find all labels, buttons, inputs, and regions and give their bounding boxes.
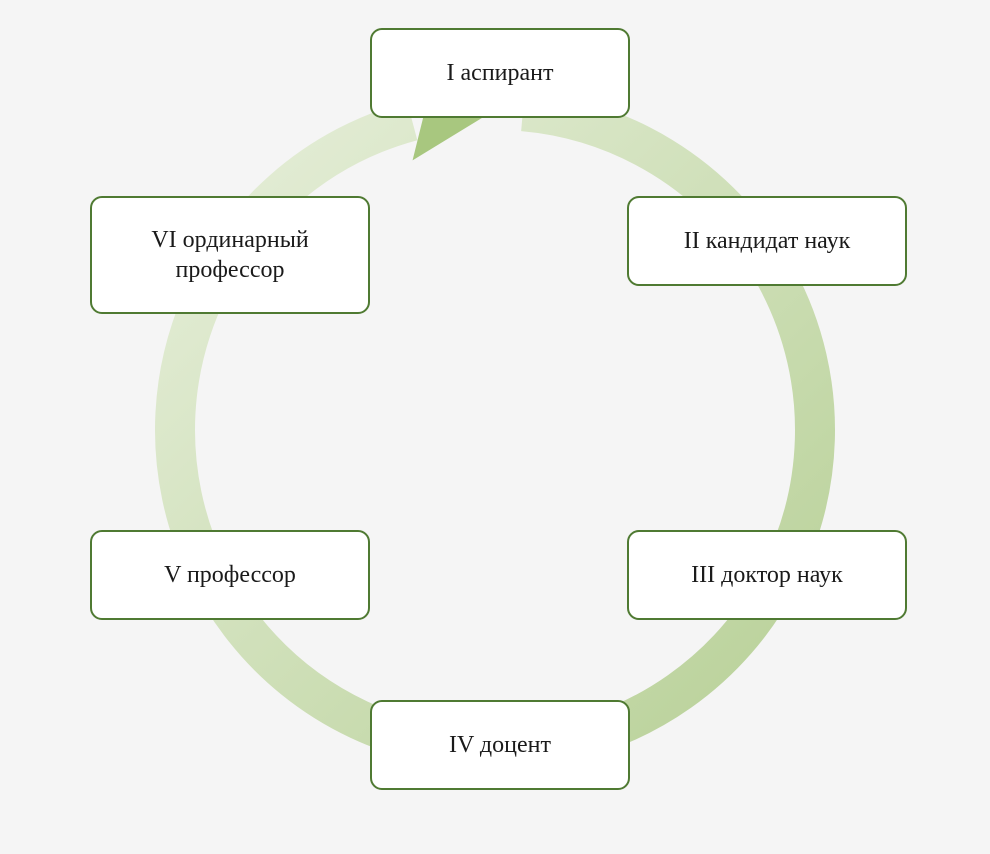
cycle-node-label: II кандидат наук — [684, 226, 851, 256]
cycle-node-n5: V профессор — [90, 530, 370, 620]
cycle-node-n4: IV доцент — [370, 700, 630, 790]
cycle-ring — [175, 88, 815, 750]
cycle-node-n6: VI ординарныйпрофессор — [90, 196, 370, 314]
cycle-node-label: VI ординарныйпрофессор — [151, 225, 308, 285]
cycle-node-n2: II кандидат наук — [627, 196, 907, 286]
cycle-node-n3: III доктор наук — [627, 530, 907, 620]
cycle-node-label: V профессор — [164, 560, 296, 590]
cycle-node-label: III доктор наук — [691, 560, 843, 590]
cycle-node-n1: I аспирант — [370, 28, 630, 118]
cycle-node-label: IV доцент — [449, 730, 551, 760]
cycle-node-label: I аспирант — [447, 58, 554, 88]
